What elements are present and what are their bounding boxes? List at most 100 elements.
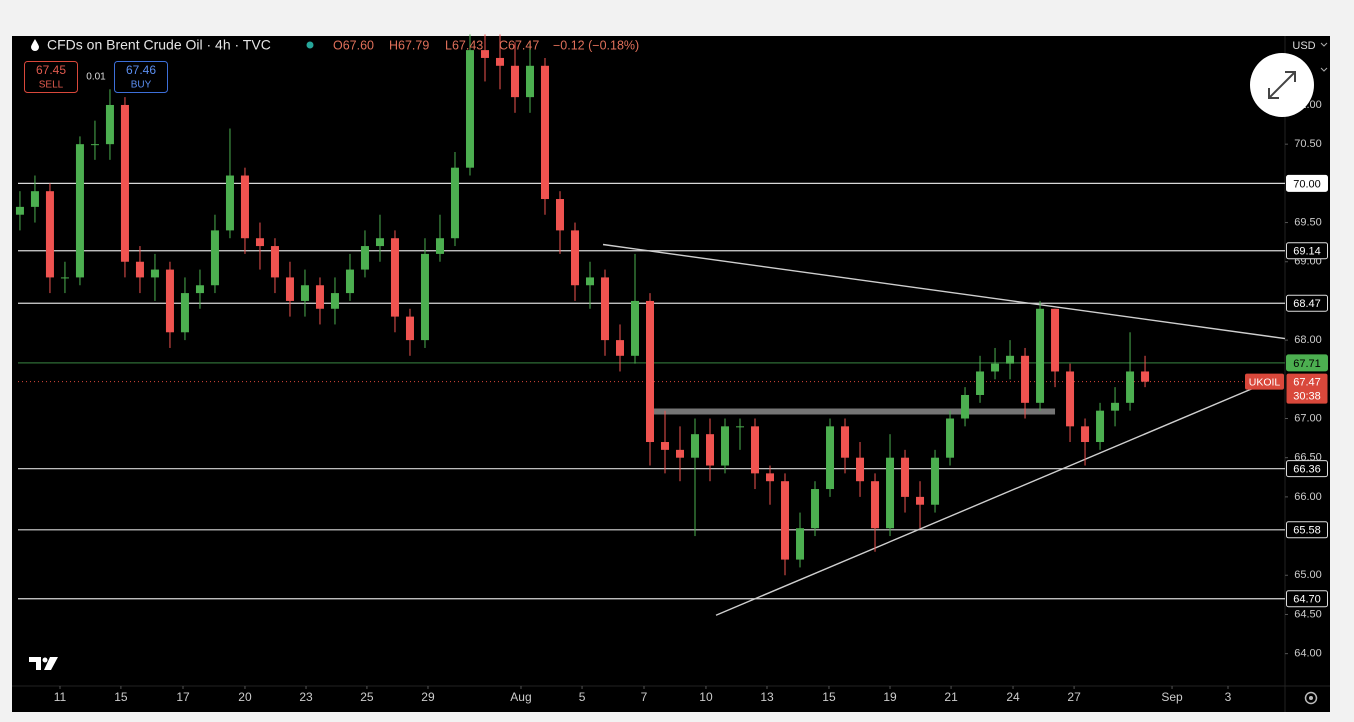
candle-body (1126, 371, 1135, 403)
candle-body (30, 191, 39, 207)
x-tick-label: 7 (641, 690, 648, 704)
plot-area (15, 34, 1286, 616)
candle-body (210, 230, 219, 286)
symbol-icon (31, 39, 39, 51)
candle-body (1051, 308, 1060, 372)
x-tick-label: 25 (360, 690, 374, 704)
x-tick-label: 21 (944, 690, 958, 704)
candle-body (1021, 355, 1030, 403)
ohlc-change: −0.12 (−0.18%) (553, 38, 639, 52)
candle-body (315, 285, 324, 309)
x-tick-label: 23 (299, 690, 313, 704)
x-tick-label: Sep (1161, 690, 1183, 704)
level-label: 68.47 (1293, 298, 1321, 310)
candle-body (435, 238, 444, 254)
candle-body (555, 199, 564, 231)
y-tick-label: 65.00 (1294, 569, 1322, 581)
unit-chevron (1320, 67, 1328, 72)
candle-body (420, 253, 429, 341)
last-price-label: 67.47 (1293, 377, 1321, 389)
candle-body (15, 206, 24, 215)
candle-body (676, 449, 685, 458)
candle-body (646, 300, 655, 443)
candle-body (1081, 426, 1090, 443)
level-label: 65.58 (1293, 525, 1321, 537)
x-tick-label: Aug (510, 690, 531, 704)
candle-body (961, 394, 970, 419)
sell-button[interactable] (24, 61, 78, 93)
candle-body (465, 50, 474, 168)
spread: 0.01 (86, 72, 106, 83)
candle-body (600, 277, 609, 341)
candle-body (585, 277, 594, 286)
level-label: 67.71 (1293, 358, 1321, 370)
candle-body (1036, 308, 1045, 403)
candle-body (826, 426, 835, 490)
level-label: 66.36 (1293, 464, 1321, 476)
candle-body (811, 489, 820, 529)
candle-body (751, 426, 760, 474)
candle-body (736, 426, 745, 428)
level-label-box (1286, 521, 1328, 539)
candle-body (1066, 371, 1075, 427)
candle-body (195, 285, 204, 294)
symbol-tag-box (1245, 373, 1284, 390)
x-tick-label: 27 (1067, 690, 1081, 704)
candle-body (150, 269, 159, 278)
symbol-title: CFDs on Brent Crude Oil · 4h · TVC (47, 37, 271, 53)
candle-body (1096, 410, 1105, 443)
candle-body (285, 277, 294, 301)
candle-body (510, 65, 519, 98)
candle-body (1141, 371, 1150, 382)
y-tick-label: 69.50 (1294, 216, 1322, 228)
candle-body (841, 426, 850, 458)
market-status (306, 41, 314, 49)
y-tick-label: 64.00 (1294, 648, 1322, 660)
candle-body (916, 496, 925, 505)
ohlc-open: O67.60 (333, 38, 374, 52)
candle-body (480, 50, 489, 58)
candle-body (90, 144, 99, 146)
candle-body (495, 57, 504, 66)
x-tick-label: 3 (1225, 690, 1232, 704)
candle-body (225, 175, 234, 231)
x-tick-label: 17 (176, 690, 190, 704)
candle-body (706, 434, 715, 466)
candle-body (300, 285, 309, 301)
y-tick-label: 71.00 (1294, 99, 1322, 111)
candle-body (330, 293, 339, 309)
level-label-box (1286, 460, 1328, 478)
candle-body (540, 65, 549, 200)
y-tick-label: 68.00 (1294, 334, 1322, 346)
candle-body (721, 426, 730, 466)
currency[interactable]: USD (1292, 40, 1315, 52)
buy-button[interactable] (114, 61, 168, 93)
bar-countdown: 30:38 (1293, 391, 1321, 403)
x-tick-label: 10 (699, 690, 713, 704)
x-tick-label: 20 (238, 690, 252, 704)
candle-body (630, 300, 639, 356)
level-label-box (1286, 294, 1328, 312)
symbol-tag: UKOIL (1249, 376, 1281, 388)
candle-body (901, 457, 910, 497)
candle-body (781, 481, 790, 560)
candle-body (450, 167, 459, 239)
trendline (715, 382, 1266, 616)
candle-body (375, 238, 384, 247)
candle-body (45, 191, 54, 278)
sell-label: SELL (39, 80, 64, 91)
candle-body (255, 238, 264, 247)
candle-body (991, 363, 1000, 372)
x-tick-label: 15 (114, 690, 128, 704)
candle-body (180, 293, 189, 333)
candle-body (766, 473, 775, 482)
x-tick-label: 5 (579, 690, 586, 704)
level-label: 69.14 (1293, 246, 1321, 258)
candle-body (946, 418, 955, 458)
candle-body (796, 528, 805, 560)
level-label-box (1286, 354, 1328, 372)
candle-body (871, 481, 880, 529)
y-tick-label: 64.50 (1294, 608, 1322, 620)
last-price-box (1286, 373, 1328, 404)
